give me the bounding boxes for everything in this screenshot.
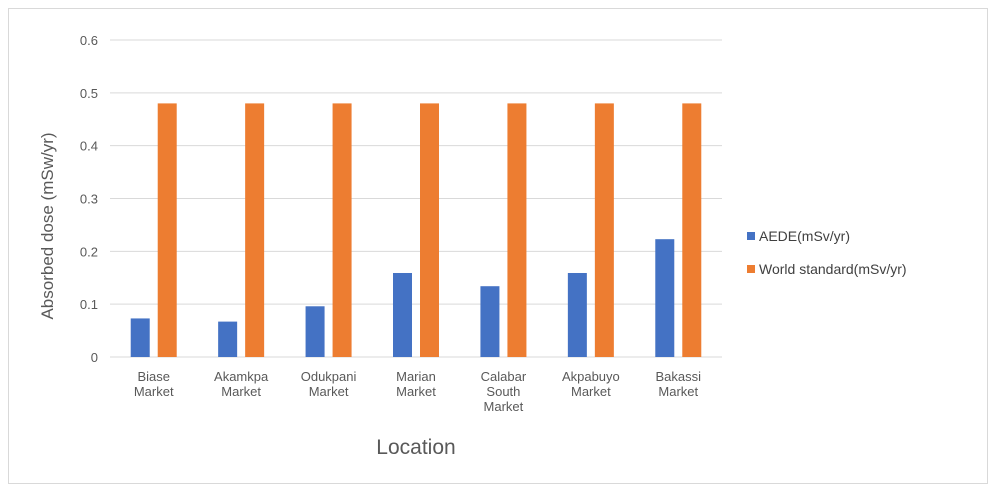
x-category-label: Bakassi Market [656,369,702,399]
y-tick-label: 0.4 [80,139,98,154]
x-axis-title: Location [376,436,455,459]
x-category-label: Biase Market [134,369,174,399]
bar-world-standard [594,103,614,358]
bar-world-standard [245,103,265,358]
y-axis-tick-labels: 0 0.1 0.2 0.3 0.4 0.5 0.6 [80,33,98,365]
legend-label: World standard(mSv/yr) [759,261,907,277]
gridlines [110,39,722,358]
bar-world-standard [420,103,439,358]
y-tick-label: 0.1 [80,297,98,312]
x-axis-category-labels: Biase Market Akamkpa Market Odukpani Market Ma… [134,369,701,414]
bar-aede [567,272,587,357]
bar-aede [130,318,150,357]
legend: AEDE(mSv/yr) World standard(mSv/yr) [747,228,907,277]
bar-aede [480,286,500,357]
y-tick-label: 0.3 [80,192,98,207]
x-category-label: Marian Market [396,369,436,399]
bar-aede [393,272,412,357]
x-category-label: Akamkpa Market [214,369,269,399]
bar-world-standard [682,103,702,358]
y-tick-label: 0 [91,350,98,365]
legend-swatch [747,265,755,273]
bar-aede [305,306,325,357]
bars [130,103,702,358]
legend-label: AEDE(mSv/yr) [759,228,850,244]
x-category-label: Akpabuyo Market [562,369,620,399]
x-category-label: Odukpani Market [301,369,357,399]
bar-world-standard [332,103,352,358]
y-axis-title: Absorbed dose (mSw/yr) [38,132,57,319]
legend-swatch [747,232,755,240]
x-category-label: Calabar South Market [481,369,527,414]
bar-world-standard [157,103,177,358]
bar-world-standard [507,103,527,358]
bar-aede [655,239,675,357]
y-tick-label: 0.2 [80,244,98,259]
y-tick-label: 0.6 [80,33,98,48]
bar-aede [218,321,238,357]
y-tick-label: 0.5 [80,86,98,101]
